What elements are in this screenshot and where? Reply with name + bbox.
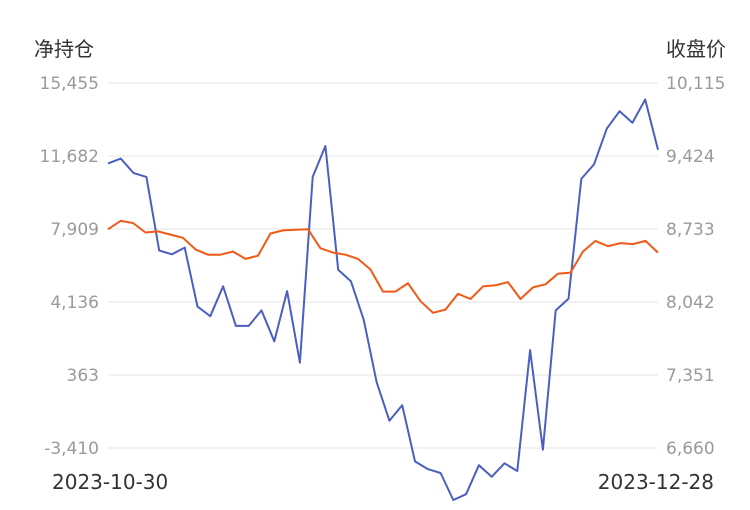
right-axis: 10,115 9,424 8,733 8,042 7,351 6,660 bbox=[666, 74, 725, 459]
right-tick-label: 7,351 bbox=[666, 366, 715, 386]
right-tick-label: 9,424 bbox=[666, 147, 715, 167]
series-lines bbox=[107, 98, 659, 501]
right-tick-label: 10,115 bbox=[666, 74, 725, 94]
gridlines bbox=[108, 82, 658, 449]
right-axis-title: 收盘价 bbox=[666, 37, 726, 61]
left-tick-label: 15,455 bbox=[40, 74, 99, 94]
left-axis-title: 净持仓 bbox=[34, 37, 94, 61]
right-tick-label: 6,660 bbox=[666, 439, 715, 459]
left-tick-label: 4,136 bbox=[50, 293, 99, 313]
left-tick-label: 11,682 bbox=[40, 147, 99, 167]
x-start-label: 2023-10-30 bbox=[52, 470, 168, 494]
net-position-line bbox=[107, 98, 659, 501]
right-tick-label: 8,733 bbox=[666, 220, 715, 240]
left-tick-label: -3,410 bbox=[44, 439, 99, 459]
left-tick-label: 363 bbox=[67, 366, 99, 386]
left-tick-label: 7,909 bbox=[50, 220, 99, 240]
right-tick-label: 8,042 bbox=[666, 293, 715, 313]
left-axis: 15,455 11,682 7,909 4,136 363 -3,410 bbox=[40, 74, 99, 459]
x-end-label: 2023-12-28 bbox=[598, 470, 714, 494]
close-price-line bbox=[107, 219, 659, 314]
